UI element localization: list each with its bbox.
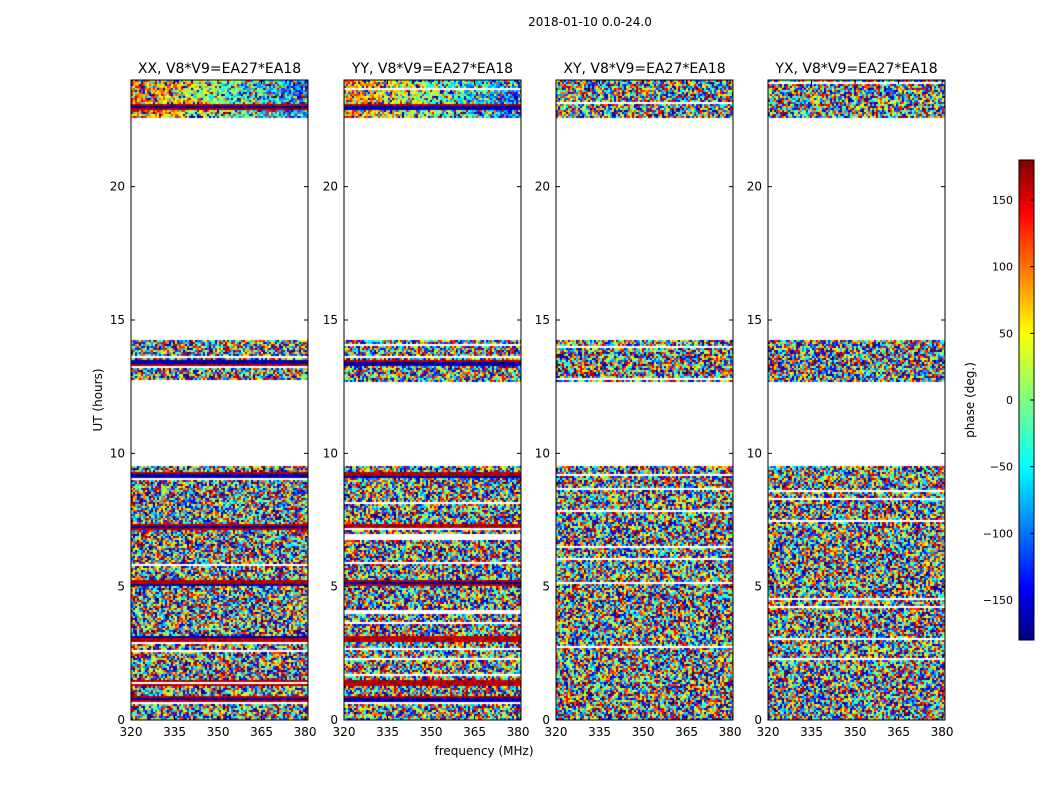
panel-title: XX, V8*V9=EA27*EA18: [138, 61, 301, 77]
panel-frame: [767, 79, 946, 721]
y-tick-label: 0: [542, 713, 550, 727]
x-tick-label: 335: [163, 725, 186, 739]
panel-yx: YX, V8*V9=EA27*EA18 320 335 350 365 380 0 5 10 15…: [747, 61, 954, 739]
colorbar: 150 100 50 0 −50 −100 −150 phase (deg.): [963, 159, 1035, 641]
y-tick-label: 15: [323, 313, 338, 327]
colorbar-tick-label: −100: [983, 527, 1013, 540]
panel-yy: YY, V8*V9=EA27*EA18 320 335 350 365 380 0 5 10 15…: [323, 61, 530, 739]
heatmap-image: [131, 80, 308, 720]
x-tick-label: 380: [719, 725, 742, 739]
y-tick-label: 10: [323, 446, 338, 460]
heatmap-image: [556, 80, 733, 720]
figure-title: 2018-01-10 0.0-24.0: [528, 15, 652, 29]
y-tick-label: 5: [754, 580, 762, 594]
panel-xy: XY, V8*V9=EA27*EA18 320 335 350 365 380 0 5 10 15…: [535, 61, 742, 739]
x-tick-label: 350: [420, 725, 443, 739]
x-tick-label: 335: [376, 725, 399, 739]
x-tick-label: 380: [931, 725, 954, 739]
x-tick-label: 320: [545, 725, 568, 739]
y-tick-label: 10: [110, 446, 125, 460]
colorbar-tick-label: 50: [999, 327, 1013, 340]
x-tick-label: 320: [757, 725, 780, 739]
y-tick-label: 20: [535, 180, 550, 194]
y-tick-label: 15: [535, 313, 550, 327]
heatmap-canvas: [556, 80, 733, 720]
y-tick-label: 15: [747, 313, 762, 327]
x-axis-label: frequency (MHz): [434, 744, 533, 758]
x-tick-label: 350: [207, 725, 230, 739]
x-tick-label: 365: [463, 725, 486, 739]
x-tick-label: 380: [507, 725, 530, 739]
heatmap-canvas: [344, 80, 521, 720]
panel-frame: [555, 79, 734, 721]
y-tick-label: 5: [117, 580, 125, 594]
panel-frame: [343, 79, 522, 721]
x-tick-label: 380: [294, 725, 317, 739]
colorbar-ticks: 150 100 50 0 −50 −100 −150: [983, 194, 1034, 607]
x-tick-label: 320: [333, 725, 356, 739]
colorbar-tick-label: 0: [1006, 394, 1013, 407]
colorbar-tick-label: 150: [992, 194, 1013, 207]
x-tick-label: 335: [800, 725, 823, 739]
panel-title: YX, V8*V9=EA27*EA18: [774, 61, 937, 77]
x-tick-label: 365: [887, 725, 910, 739]
panel-xx: XX, V8*V9=EA27*EA18 320 335 350 365 380 0 5 10 15…: [110, 61, 317, 739]
panel-title: YY, V8*V9=EA27*EA18: [351, 61, 513, 77]
y-tick-label: 0: [330, 713, 338, 727]
colorbar-tick-label: −50: [990, 461, 1013, 474]
y-tick-label: 0: [117, 713, 125, 727]
colorbar-tick-label: 100: [992, 261, 1013, 274]
y-tick-label: 10: [747, 446, 762, 460]
x-tick-label: 350: [632, 725, 655, 739]
panel-title: XY, V8*V9=EA27*EA18: [563, 61, 725, 77]
heatmap-canvas: [768, 80, 945, 720]
colorbar-tick-label: −150: [983, 594, 1013, 607]
x-tick-label: 320: [120, 725, 143, 739]
heatmap-canvas: [131, 80, 308, 720]
y-tick-label: 15: [110, 313, 125, 327]
x-tick-label: 335: [588, 725, 611, 739]
heatmap-image: [768, 80, 945, 720]
panels-group: XX, V8*V9=EA27*EA18 320 335 350 365 380 0 5 10 15…: [110, 61, 954, 739]
heatmap-image: [344, 80, 521, 720]
x-tick-label: 365: [675, 725, 698, 739]
y-tick-label: 0: [754, 713, 762, 727]
colorbar-label: phase (deg.): [963, 362, 977, 438]
x-tick-label: 350: [844, 725, 867, 739]
y-axis-label: UT (hours): [91, 368, 105, 431]
y-tick-label: 10: [535, 446, 550, 460]
y-tick-label: 20: [747, 180, 762, 194]
y-tick-label: 20: [110, 180, 125, 194]
y-tick-label: 5: [330, 580, 338, 594]
y-tick-label: 5: [542, 580, 550, 594]
y-tick-label: 20: [323, 180, 338, 194]
panel-frame: [130, 79, 309, 721]
x-tick-label: 365: [250, 725, 273, 739]
